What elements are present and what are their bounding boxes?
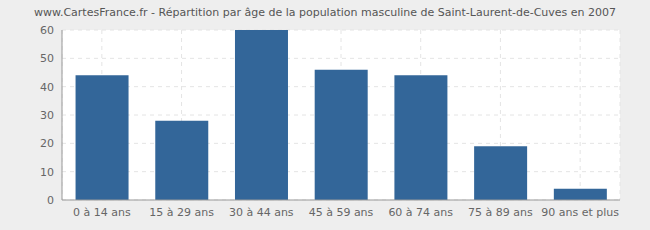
svg-text:20: 20 xyxy=(40,137,54,150)
svg-text:0 à 14 ans: 0 à 14 ans xyxy=(73,206,131,219)
html-text:www.CartesFrance.fr - Répartit: www.CartesFrance.fr - Répartition par âg… xyxy=(33,6,617,19)
svg-text:60: 60 xyxy=(40,24,54,37)
svg-text:50: 50 xyxy=(40,52,54,65)
svg-text:45 à 59 ans: 45 à 59 ans xyxy=(309,206,374,219)
svg-text:40: 40 xyxy=(40,81,54,94)
svg-text:60 à 74 ans: 60 à 74 ans xyxy=(388,206,453,219)
svg-text:30 à 44 ans: 30 à 44 ans xyxy=(229,206,294,219)
svg-text:15 à 29 ans: 15 à 29 ans xyxy=(149,206,214,219)
svg-text:75 à 89 ans: 75 à 89 ans xyxy=(468,206,533,219)
svg-text:90 ans et plus: 90 ans et plus xyxy=(541,206,619,219)
svg-text:10: 10 xyxy=(40,166,54,179)
svg-text:30: 30 xyxy=(40,109,54,122)
svg-text:0: 0 xyxy=(47,194,54,207)
